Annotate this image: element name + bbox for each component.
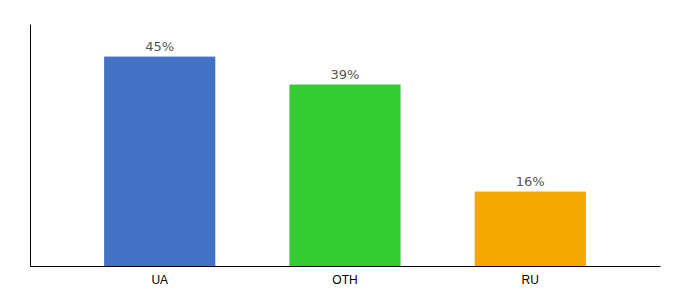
- x-tick-label: OTH: [332, 273, 357, 287]
- x-axis: UA OTH RU: [31, 267, 661, 287]
- bars: [104, 57, 586, 266]
- chart: UA OTH RU 45% 39% 16%: [0, 0, 680, 300]
- x-tick-label: RU: [522, 273, 539, 287]
- data-label: 16%: [516, 174, 545, 189]
- bar: [104, 57, 215, 266]
- data-label: 39%: [331, 67, 360, 82]
- data-labels: 45% 39% 16%: [145, 39, 544, 189]
- x-tick: OTH: [332, 273, 357, 287]
- bar: [475, 192, 586, 266]
- data-label: 45%: [145, 39, 174, 54]
- bar: [289, 85, 400, 267]
- x-tick: UA: [151, 273, 168, 287]
- x-tick: RU: [522, 273, 539, 287]
- x-axis-line: [31, 266, 661, 267]
- plot: UA OTH RU 45% 39% 16%: [31, 25, 661, 287]
- x-tick-label: UA: [151, 273, 168, 287]
- y-axis: [30, 25, 31, 267]
- y-axis-line: [30, 25, 31, 267]
